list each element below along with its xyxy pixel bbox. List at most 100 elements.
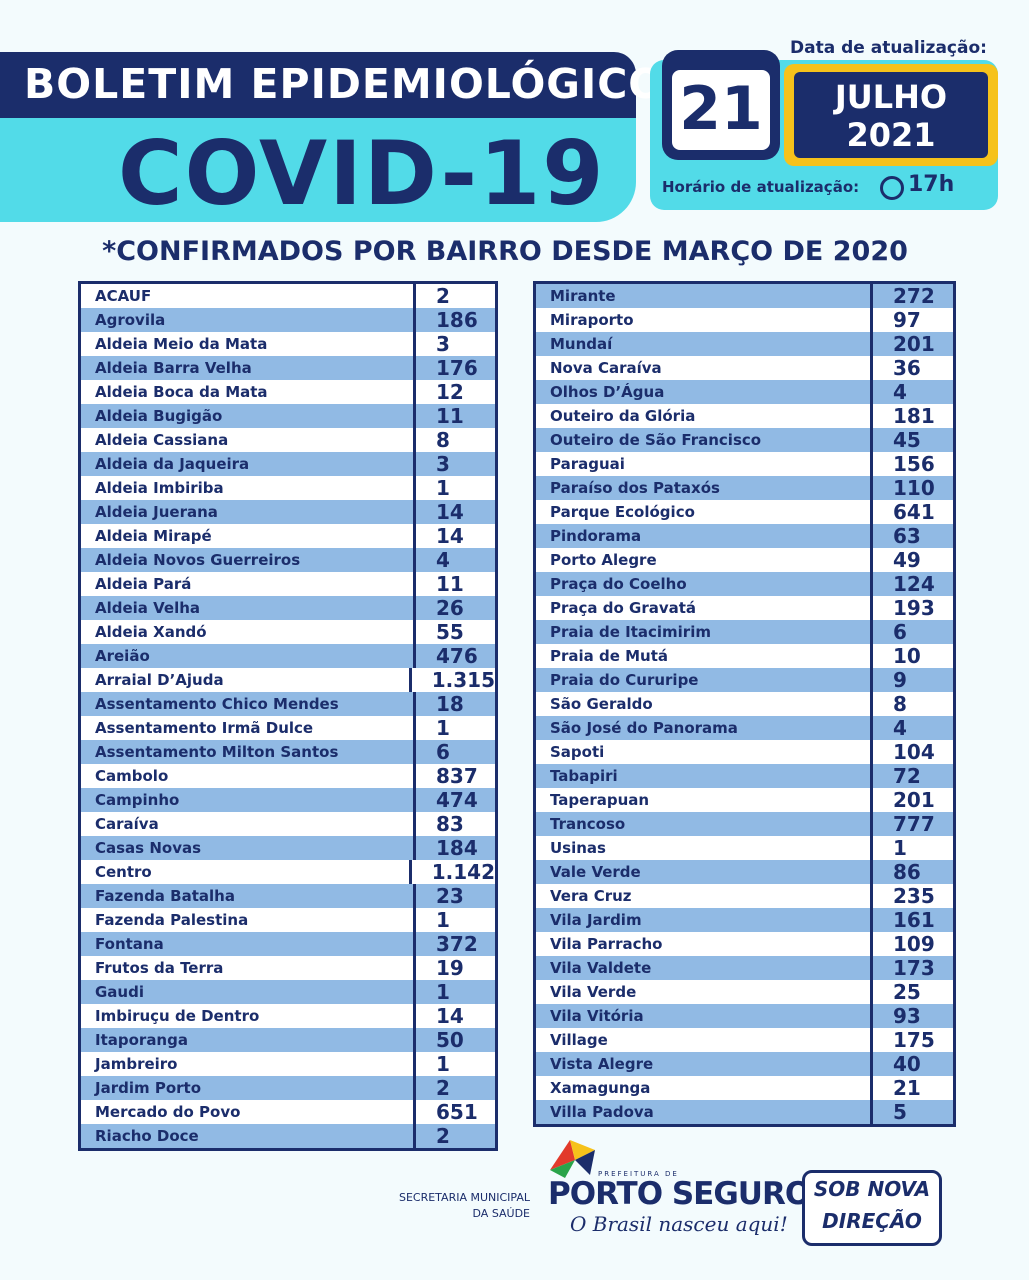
table-row: Aldeia Bugigão 11 xyxy=(81,404,495,428)
table-row: Aldeia Xandó 55 xyxy=(81,620,495,644)
case-count: 4 xyxy=(870,380,953,404)
neighborhood: Tabapiri xyxy=(550,767,618,785)
neighborhood: ACAUF xyxy=(95,287,152,305)
table-row: Sapoti 104 xyxy=(536,740,953,764)
table-row: Village 175 xyxy=(536,1028,953,1052)
table-row: Gaudi 1 xyxy=(81,980,495,1004)
case-count: 1.315 xyxy=(408,668,495,692)
table-row: Taperapuan 201 xyxy=(536,788,953,812)
case-count: 5 xyxy=(870,1100,953,1124)
time: 17h xyxy=(908,172,955,197)
case-count: 777 xyxy=(870,812,953,836)
table-row: Praia de Itacimirim 6 xyxy=(536,620,953,644)
table-row: Outeiro da Glória 181 xyxy=(536,404,953,428)
case-count: 63 xyxy=(870,524,953,548)
neighborhood: Aldeia Xandó xyxy=(95,623,207,641)
case-count: 25 xyxy=(870,980,953,1004)
neighborhood: Aldeia Imbiriba xyxy=(95,479,224,497)
case-count: 651 xyxy=(413,1100,495,1124)
table-row: Pindorama 63 xyxy=(536,524,953,548)
table-row: Riacho Doce 2 xyxy=(81,1124,495,1148)
table-row: São Geraldo 8 xyxy=(536,692,953,716)
neighborhood: Fazenda Palestina xyxy=(95,911,249,929)
case-count: 49 xyxy=(870,548,953,572)
case-count: 156 xyxy=(870,452,953,476)
neighborhood: Vale Verde xyxy=(550,863,641,881)
city: PORTO SEGURO xyxy=(548,1176,811,1212)
table-row: Aldeia Cassiana 8 xyxy=(81,428,495,452)
case-count: 1 xyxy=(413,716,495,740)
neighborhood: Gaudi xyxy=(95,983,144,1001)
case-count: 10 xyxy=(870,644,953,668)
table-row: Agrovila 186 xyxy=(81,308,495,332)
title: BOLETIM EPIDEMIOLÓGICO xyxy=(24,60,665,108)
neighborhood: Aldeia da Jaqueira xyxy=(95,455,250,473)
secretaria-line: SECRETARIA MUNICIPAL xyxy=(398,1191,530,1204)
table-row: Usinas 1 xyxy=(536,836,953,860)
case-count: 72 xyxy=(870,764,953,788)
neighborhood: Jardim Porto xyxy=(95,1079,202,1097)
neighborhood: Itaporanga xyxy=(95,1031,188,1049)
case-count: 4 xyxy=(413,548,495,572)
prefeitura: PREFEITURA DE xyxy=(598,1170,679,1178)
year: 2021 xyxy=(846,116,936,154)
table-row: Areião 476 xyxy=(81,644,495,668)
neighborhood: Aldeia Bugigão xyxy=(95,407,223,425)
case-count: 837 xyxy=(413,764,495,788)
date-panel xyxy=(794,72,988,158)
table-row: Parque Ecológico 641 xyxy=(536,500,953,524)
table-row: Paraguai 156 xyxy=(536,452,953,476)
table-row: Vera Cruz 235 xyxy=(536,884,953,908)
case-count: 1.142 xyxy=(408,860,495,884)
case-count: 4 xyxy=(870,716,953,740)
table-row: Aldeia Juerana 14 xyxy=(81,500,495,524)
table-row: Aldeia Meio da Mata 3 xyxy=(81,332,495,356)
case-count: 2 xyxy=(413,1076,495,1100)
neighborhood: Outeiro da Glória xyxy=(550,407,696,425)
logo-mark xyxy=(550,1140,595,1178)
case-count: 6 xyxy=(413,740,495,764)
neighborhood: Areião xyxy=(95,647,150,665)
case-count: 12 xyxy=(413,380,495,404)
table-row: Nova Caraíva 36 xyxy=(536,356,953,380)
table-row: Fazenda Batalha 23 xyxy=(81,884,495,908)
neighborhood: Porto Alegre xyxy=(550,551,657,569)
table-row: Fazenda Palestina 1 xyxy=(81,908,495,932)
case-count: 11 xyxy=(413,404,495,428)
table-row: Vila Valdete 173 xyxy=(536,956,953,980)
case-count: 97 xyxy=(870,308,953,332)
table-row: Assentamento Irmã Dulce 1 xyxy=(81,716,495,740)
case-count: 161 xyxy=(870,908,953,932)
table-row: Vila Vitória 93 xyxy=(536,1004,953,1028)
neighborhood: Caraíva xyxy=(95,815,159,833)
case-count: 186 xyxy=(413,308,495,332)
table-row: Vila Parracho 109 xyxy=(536,932,953,956)
table-row: Aldeia Novos Guerreiros 4 xyxy=(81,548,495,572)
case-count: 14 xyxy=(413,1004,495,1028)
neighborhood: Vila Verde xyxy=(550,983,637,1001)
case-count: 184 xyxy=(413,836,495,860)
case-count: 2 xyxy=(413,1124,495,1148)
table-row: Mercado do Povo 651 xyxy=(81,1100,495,1124)
table-row: Xamagunga 21 xyxy=(536,1076,953,1100)
table-row: Trancoso 777 xyxy=(536,812,953,836)
case-count: 9 xyxy=(870,668,953,692)
table-row: Aldeia Mirapé 14 xyxy=(81,524,495,548)
table-row: Casas Novas 184 xyxy=(81,836,495,860)
neighborhood: Trancoso xyxy=(550,815,626,833)
neighborhood: Xamagunga xyxy=(550,1079,651,1097)
neighborhood: Casas Novas xyxy=(95,839,202,857)
case-count: 372 xyxy=(413,932,495,956)
case-count: 104 xyxy=(870,740,953,764)
table-row: Aldeia Barra Velha 176 xyxy=(81,356,495,380)
table-row: Tabapiri 72 xyxy=(536,764,953,788)
case-count: 1 xyxy=(413,908,495,932)
table-row: Jambreiro 1 xyxy=(81,1052,495,1076)
neighborhood: Centro xyxy=(95,863,152,881)
neighborhood: Assentamento Irmã Dulce xyxy=(95,719,314,737)
table-row: Praia de Mutá 10 xyxy=(536,644,953,668)
neighborhood: Aldeia Novos Guerreiros xyxy=(95,551,301,569)
case-count: 109 xyxy=(870,932,953,956)
table-row: Mundaí 201 xyxy=(536,332,953,356)
neighborhood: Arraial D’Ajuda xyxy=(95,671,224,689)
